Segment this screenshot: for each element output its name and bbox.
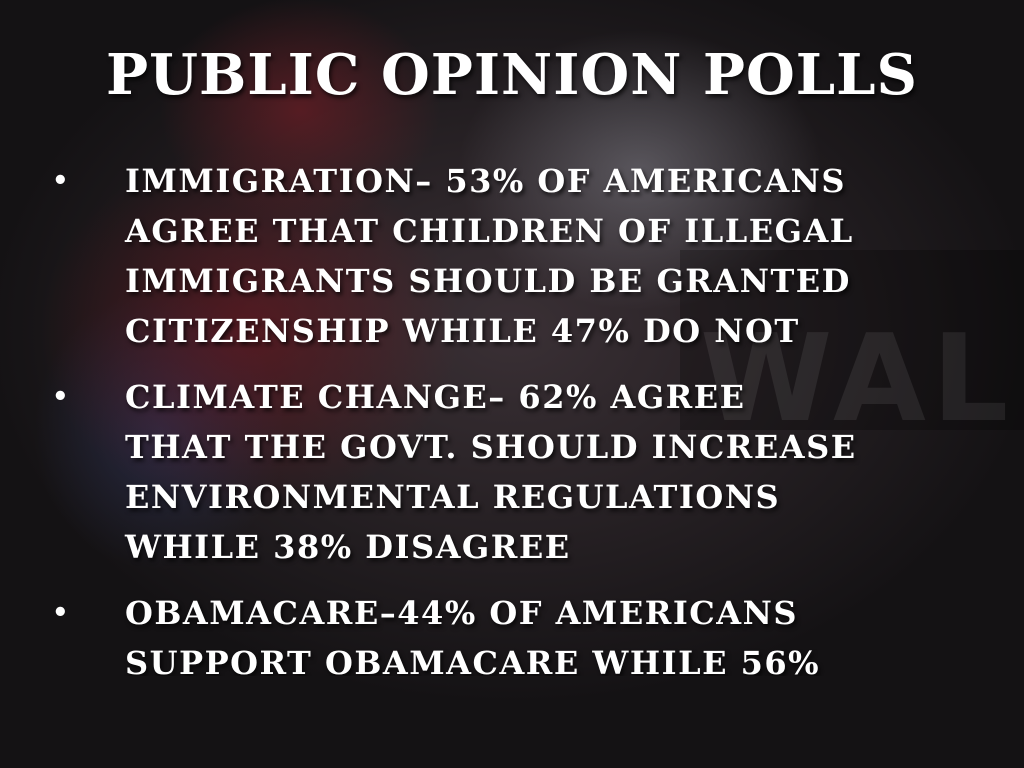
slide-title: PUBLIC OPINION POLLS — [106, 42, 918, 108]
bullet-text: OBAMACARE–44% OF AMERICANS — [125, 594, 798, 632]
bullet-text: THAT THE GOVT. SHOULD INCREASE — [125, 428, 857, 466]
bullet-marker: • — [52, 598, 69, 628]
bullet-text: SUPPORT OBAMACARE WHILE 56% — [125, 644, 821, 676]
bullet-text: WHILE 38% DISAGREE — [125, 528, 571, 566]
bullet-text: IMMIGRATION– 53% OF AMERICANS — [125, 162, 846, 200]
bullet-text: CLIMATE CHANGE– 62% AGREE — [125, 378, 746, 416]
bullet-marker: • — [52, 166, 69, 196]
background-sign — [680, 250, 1024, 430]
bullet-list: • IMMIGRATION– 53% OF AMERICANS AGREE THAT… — [52, 162, 857, 676]
background-text: WALL — [700, 310, 1024, 449]
bullet-text: ENVIRONMENTAL REGULATIONS — [125, 478, 781, 516]
bullet-text: CITIZENSHIP WHILE 47% DO NOT — [125, 312, 800, 350]
bullet-marker: • — [52, 382, 69, 412]
bullet-text: AGREE THAT CHILDREN OF ILLEGAL — [125, 212, 854, 250]
bullet-text: IMMIGRANTS SHOULD BE GRANTED — [125, 262, 851, 300]
